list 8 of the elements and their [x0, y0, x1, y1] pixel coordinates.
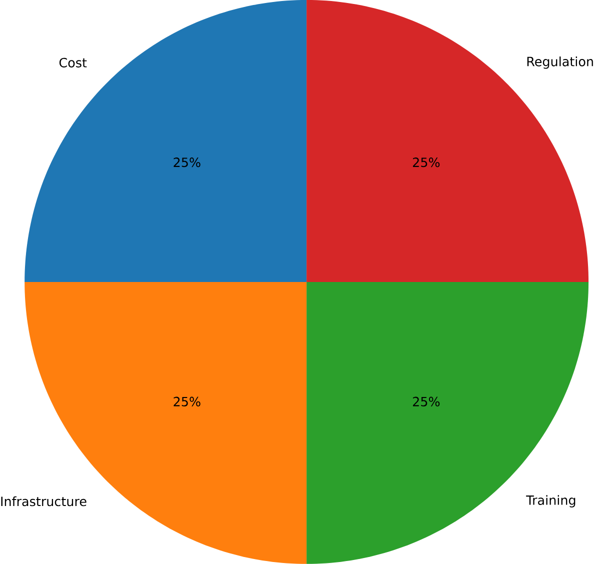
data-label: 25%: [174, 396, 200, 406]
data-label: 25%: [412, 396, 440, 406]
slice-label: Training: [526, 495, 576, 508]
slice-label: Regulation: [527, 56, 593, 69]
data-label: 25%: [412, 158, 440, 168]
slice-label: Infrastructure: [1, 496, 86, 506]
data-label: 25%: [174, 158, 200, 168]
slice-label: Cost: [59, 58, 87, 68]
